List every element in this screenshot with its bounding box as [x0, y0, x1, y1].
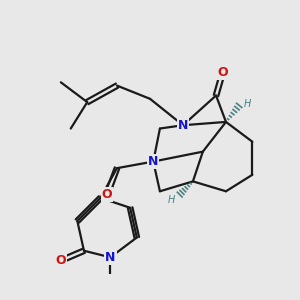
Text: N: N — [178, 119, 188, 132]
Text: N: N — [148, 155, 158, 168]
Text: O: O — [102, 188, 112, 201]
Text: O: O — [56, 254, 66, 267]
Text: N: N — [105, 251, 116, 264]
Text: O: O — [217, 66, 228, 79]
Text: H: H — [244, 99, 251, 109]
Text: H: H — [167, 194, 175, 205]
